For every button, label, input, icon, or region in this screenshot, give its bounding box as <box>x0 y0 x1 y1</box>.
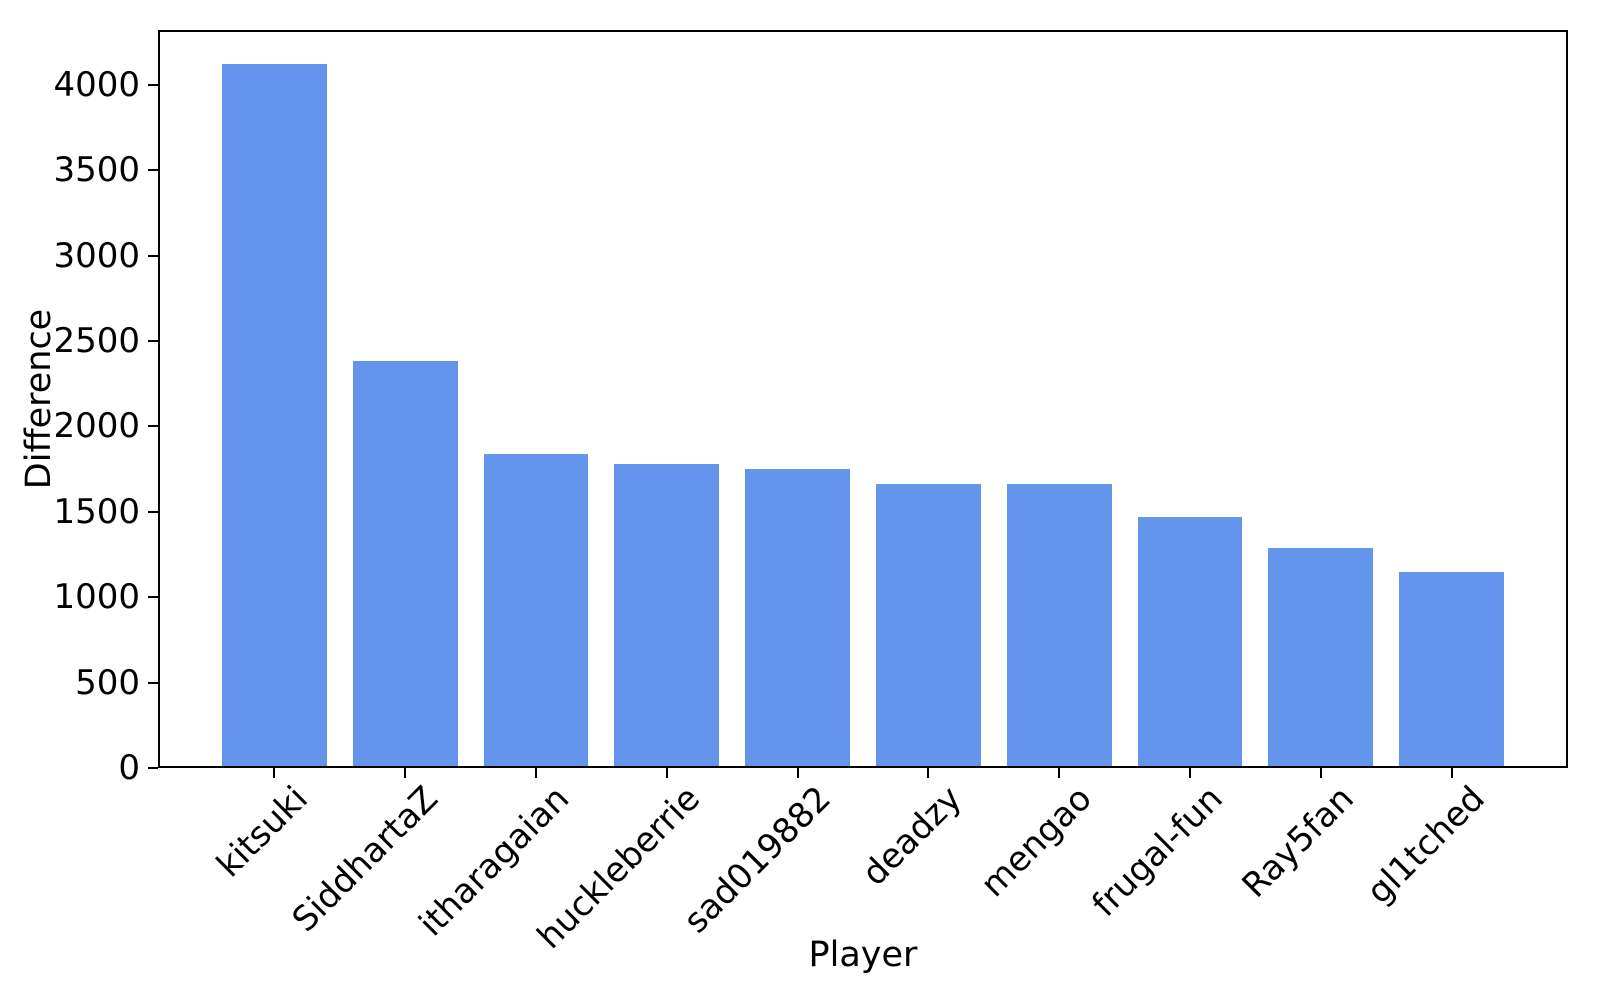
bar-sad019882 <box>745 469 850 768</box>
bar-itharagaian <box>483 453 589 768</box>
y-tick-label-2500: 2500 <box>53 320 140 361</box>
x-tick-mark <box>1188 768 1191 778</box>
bar-gl1tched <box>1399 571 1504 768</box>
x-tick-mark <box>927 768 930 778</box>
bar-huckleberrie <box>614 463 720 768</box>
y-tick-label-3000: 3000 <box>53 235 140 276</box>
x-tick-mark <box>273 768 276 778</box>
y-tick-label-500: 500 <box>75 662 140 703</box>
x-tick-mark <box>404 768 407 778</box>
x-tick-label-Ray5fan: Ray5fan <box>1234 778 1362 906</box>
y-tick-mark <box>148 767 158 769</box>
y-tick-label-1500: 1500 <box>53 491 140 532</box>
x-axis-label: Player <box>808 935 918 975</box>
x-tick-label-gl1tched: gl1tched <box>1358 778 1493 913</box>
x-tick-mark <box>1058 768 1061 778</box>
y-tick-label-0: 0 <box>118 748 140 788</box>
y-tick-label-2000: 2000 <box>53 406 140 447</box>
x-tick-mark <box>535 768 537 778</box>
x-tick-label-mengao: mengao <box>973 778 1101 906</box>
y-tick-mark <box>148 596 158 599</box>
x-tick-label-frugal-fun: frugal-fun <box>1084 778 1231 925</box>
bar-mengao <box>1006 483 1112 768</box>
y-tick-label-3500: 3500 <box>53 150 140 191</box>
y-tick-mark <box>148 510 158 513</box>
y-tick-mark <box>148 339 158 342</box>
bar-SiddhartaZ <box>352 361 458 768</box>
x-tick-mark <box>796 768 799 778</box>
bar-Ray5fan <box>1268 548 1374 768</box>
bar-deadzy <box>876 483 981 768</box>
y-tick-mark <box>148 681 158 684</box>
y-tick-label-4000: 4000 <box>53 64 140 105</box>
y-tick-mark <box>148 425 158 428</box>
x-tick-mark <box>1450 768 1453 778</box>
y-tick-label-1000: 1000 <box>53 577 140 618</box>
x-tick-label-deadzy: deadzy <box>854 778 970 894</box>
x-tick-mark <box>1319 768 1322 778</box>
x-tick-label-kitsuki: kitsuki <box>208 778 316 886</box>
y-tick-mark <box>148 169 158 172</box>
y-tick-mark <box>148 254 158 257</box>
bar-frugal-fun <box>1137 516 1243 768</box>
bar-kitsuki <box>222 64 327 768</box>
y-tick-mark <box>148 83 158 86</box>
y-axis-label: Difference <box>19 308 59 490</box>
x-tick-mark <box>665 768 668 778</box>
